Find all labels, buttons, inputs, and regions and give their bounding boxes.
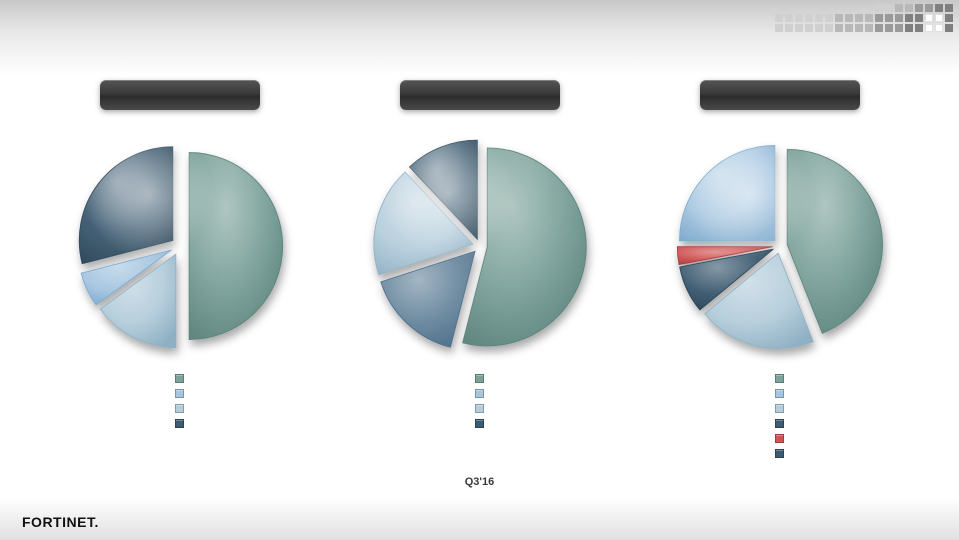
legend-item bbox=[475, 419, 484, 428]
pie-chart bbox=[370, 136, 590, 356]
legend-item bbox=[775, 434, 784, 443]
legend-swatch bbox=[775, 449, 784, 458]
chart-right bbox=[660, 80, 900, 500]
legend-swatch bbox=[775, 389, 784, 398]
legend-item bbox=[775, 389, 784, 398]
pie-chart bbox=[670, 136, 890, 356]
chart-left bbox=[60, 80, 300, 500]
chart-title-pill bbox=[400, 80, 560, 110]
brand-logo: FORTINET. bbox=[22, 514, 99, 530]
pie-slice bbox=[189, 153, 283, 340]
chart-legend bbox=[775, 374, 784, 458]
pie-slice bbox=[679, 145, 774, 240]
legend-swatch bbox=[775, 434, 784, 443]
legend-swatch bbox=[175, 404, 184, 413]
pie-chart bbox=[70, 136, 290, 356]
legend-item bbox=[175, 404, 184, 413]
legend-item bbox=[175, 374, 184, 383]
legend-swatch bbox=[475, 389, 484, 398]
legend-item bbox=[775, 449, 784, 458]
corner-decoration bbox=[775, 4, 953, 32]
legend-swatch bbox=[175, 389, 184, 398]
legend-swatch bbox=[175, 419, 184, 428]
legend-swatch bbox=[175, 374, 184, 383]
brand-text: FORTINET. bbox=[22, 514, 99, 530]
legend-swatch bbox=[475, 419, 484, 428]
legend-item bbox=[175, 389, 184, 398]
legend-item bbox=[775, 404, 784, 413]
chart-legend bbox=[175, 374, 184, 428]
legend-item bbox=[775, 419, 784, 428]
pie-slice bbox=[79, 147, 173, 264]
legend-item bbox=[175, 419, 184, 428]
legend-swatch bbox=[475, 404, 484, 413]
pie-slice bbox=[462, 148, 586, 346]
pie-slice bbox=[787, 149, 882, 333]
legend-item bbox=[475, 374, 484, 383]
legend-item bbox=[775, 374, 784, 383]
chart-area bbox=[0, 80, 959, 500]
legend-swatch bbox=[775, 374, 784, 383]
chart-legend bbox=[475, 374, 484, 428]
legend-swatch bbox=[775, 404, 784, 413]
legend-item bbox=[475, 389, 484, 398]
legend-swatch bbox=[475, 374, 484, 383]
chart-title-pill bbox=[100, 80, 260, 110]
legend-swatch bbox=[775, 419, 784, 428]
chart-mid bbox=[360, 80, 600, 500]
footnote-label: Q3'16 bbox=[465, 476, 495, 488]
legend-item bbox=[475, 404, 484, 413]
chart-title-pill bbox=[700, 80, 860, 110]
